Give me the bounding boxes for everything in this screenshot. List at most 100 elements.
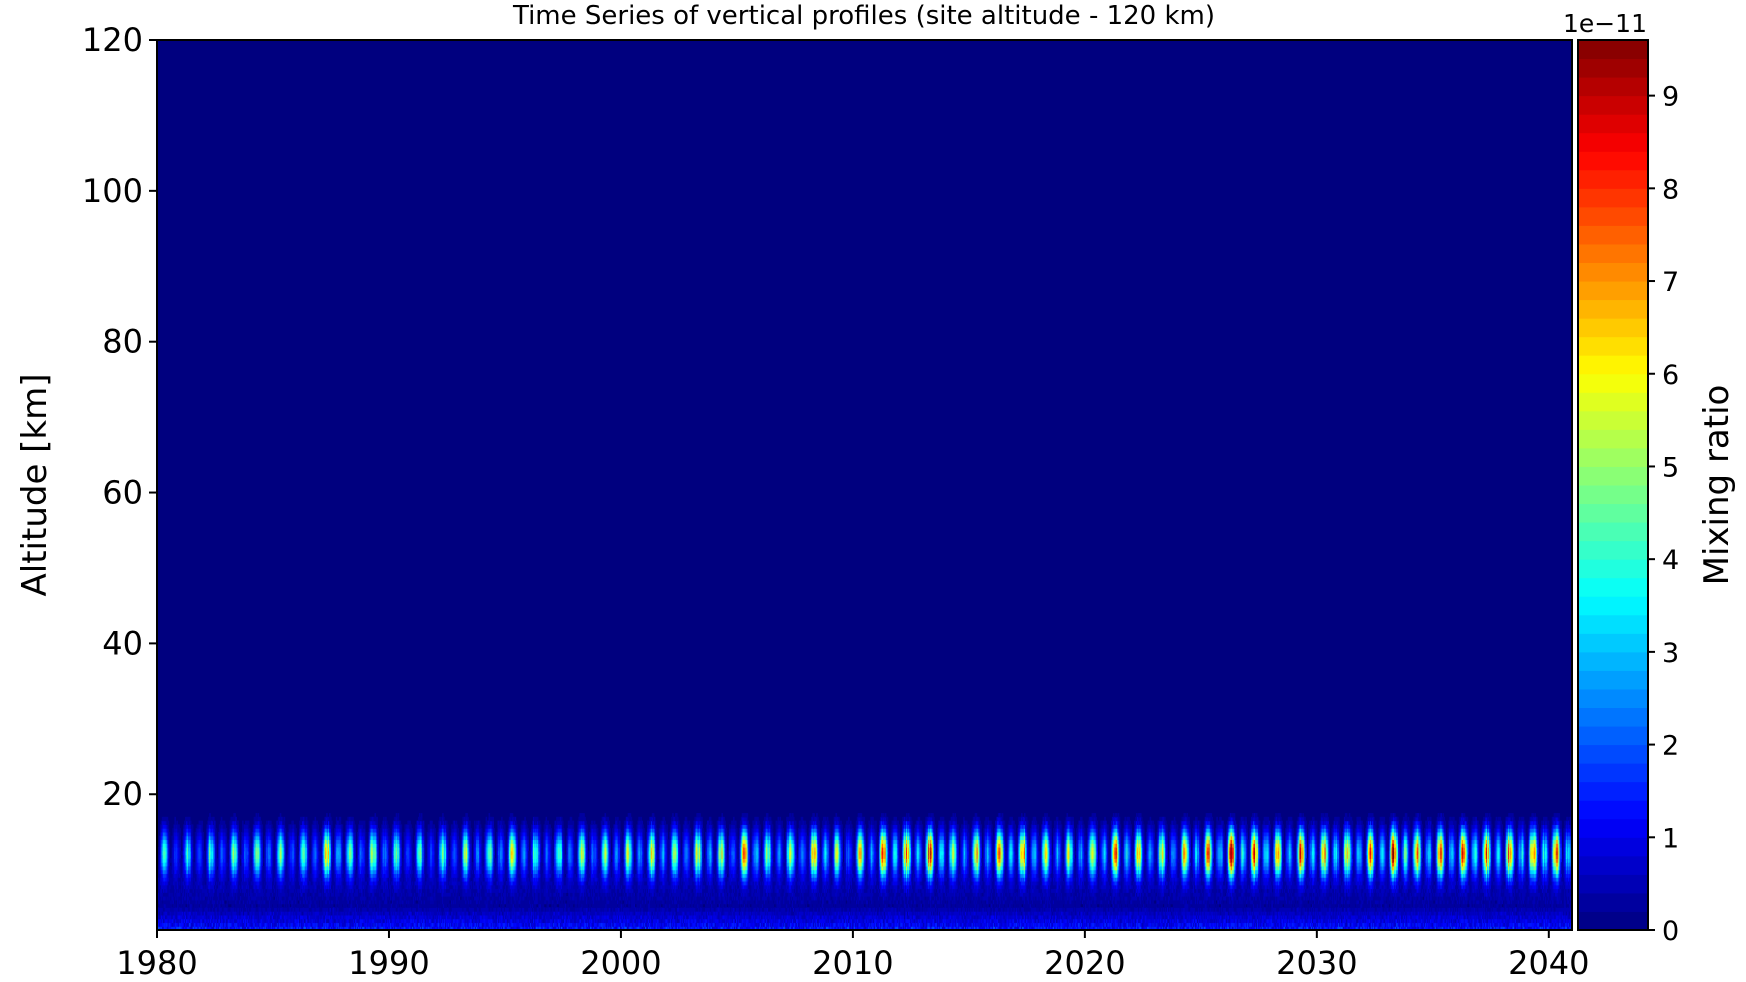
- heatmap-cell: [249, 850, 252, 856]
- heatmap-cell: [224, 824, 227, 829]
- heatmap-cell: [199, 926, 202, 930]
- heatmap-cell: [231, 865, 233, 871]
- heatmap-cell: [187, 896, 190, 901]
- heatmap-cell: [219, 869, 222, 875]
- heatmap-cell: [191, 922, 194, 927]
- heatmap-cell: [230, 843, 233, 848]
- heatmap-cell: [223, 877, 226, 882]
- heatmap-cell: [222, 828, 225, 833]
- heatmap-cell: [189, 820, 192, 826]
- heatmap-cell: [208, 922, 210, 927]
- heatmap-cell: [210, 828, 212, 833]
- heatmap-cell: [188, 862, 191, 867]
- heatmap-cell: [171, 873, 174, 878]
- heatmap-cell: [234, 877, 236, 882]
- heatmap-cell: [186, 843, 189, 848]
- heatmap-cell: [314, 816, 317, 822]
- heatmap-cell: [238, 839, 240, 844]
- heatmap-cell: [165, 922, 168, 927]
- heatmap-cell: [206, 835, 208, 841]
- heatmap-cell: [176, 903, 178, 908]
- heatmap-cell: [221, 865, 224, 871]
- heatmap-cell: [307, 862, 310, 867]
- heatmap-cell: [182, 896, 184, 901]
- heatmap-cell: [212, 865, 214, 871]
- heatmap-cell: [162, 835, 165, 841]
- heatmap-cell: [203, 862, 205, 867]
- heatmap-cell: [157, 926, 160, 930]
- heatmap-cell: [178, 831, 180, 837]
- heatmap-cell: [217, 907, 220, 912]
- heatmap-cell: [198, 907, 201, 912]
- heatmap-cell: [209, 869, 211, 875]
- heatmap-cell: [261, 847, 263, 852]
- heatmap-cell: [181, 873, 183, 878]
- heatmap-cell: [221, 820, 224, 826]
- heatmap-cell: [307, 877, 310, 882]
- heatmap-cell: [209, 865, 211, 871]
- heatmap-cell: [165, 850, 168, 856]
- heatmap-cell: [186, 828, 189, 833]
- heatmap-cell: [201, 918, 204, 924]
- heatmap-cell: [198, 835, 201, 841]
- heatmap-cell: [226, 888, 229, 893]
- heatmap-cell: [197, 922, 200, 927]
- heatmap-cell: [167, 899, 170, 905]
- heatmap-cell: [279, 813, 282, 818]
- heatmap-cell: [226, 873, 229, 878]
- heatmap-cell: [172, 892, 175, 897]
- heatmap-cell: [183, 926, 185, 930]
- heatmap-cell: [161, 850, 164, 856]
- heatmap-cell: [186, 884, 188, 890]
- heatmap-cell: [249, 847, 252, 852]
- heatmap-cell: [213, 824, 215, 829]
- heatmap-cell: [228, 884, 231, 890]
- heatmap-cell: [208, 824, 210, 829]
- heatmap-cell: [228, 877, 231, 882]
- heatmap-cell: [214, 903, 217, 908]
- heatmap-cell: [196, 850, 199, 856]
- heatmap-cell: [168, 899, 171, 905]
- heatmap-cell: [249, 869, 252, 875]
- heatmap-cell: [165, 903, 168, 908]
- heatmap-cell: [225, 907, 228, 912]
- heatmap-cell: [159, 862, 162, 867]
- heatmap-cell: [221, 922, 224, 927]
- heatmap-cell: [168, 884, 171, 890]
- heatmap-cell: [189, 903, 192, 908]
- heatmap-cell: [175, 828, 177, 833]
- heatmap-cell: [202, 907, 204, 912]
- heatmap-cell: [233, 862, 235, 867]
- heatmap-cell: [238, 914, 240, 920]
- heatmap-cell: [163, 824, 166, 829]
- heatmap-cell: [224, 880, 227, 886]
- heatmap-cell: [222, 896, 225, 901]
- heatmap-cell: [220, 896, 223, 901]
- heatmap-cell: [224, 862, 227, 867]
- heatmap-cell: [220, 907, 223, 912]
- heatmap-cell: [159, 831, 162, 837]
- heatmap-cell: [212, 843, 214, 848]
- heatmap-cell: [207, 914, 209, 920]
- heatmap-cell: [186, 865, 188, 871]
- heatmap-cell: [237, 835, 239, 841]
- heatmap-cell: [188, 816, 191, 822]
- heatmap-cell: [175, 926, 177, 930]
- heatmap-cell: [184, 926, 186, 930]
- heatmap-cell: [206, 854, 208, 859]
- heatmap-cell: [181, 926, 183, 930]
- heatmap-cell: [232, 877, 234, 882]
- heatmap-cell: [238, 858, 240, 863]
- heatmap-cell: [208, 873, 210, 878]
- heatmap-cell: [199, 854, 202, 859]
- heatmap-cell: [207, 899, 209, 905]
- heatmap-cell: [235, 877, 237, 882]
- heatmap-cell: [167, 892, 170, 897]
- heatmap-cell: [173, 877, 175, 882]
- heatmap-cell: [197, 892, 200, 897]
- heatmap-cell: [174, 858, 176, 863]
- heatmap-cell: [191, 824, 194, 829]
- heatmap-cell: [294, 903, 296, 908]
- heatmap-cell: [203, 892, 205, 897]
- heatmap-cell: [316, 820, 319, 826]
